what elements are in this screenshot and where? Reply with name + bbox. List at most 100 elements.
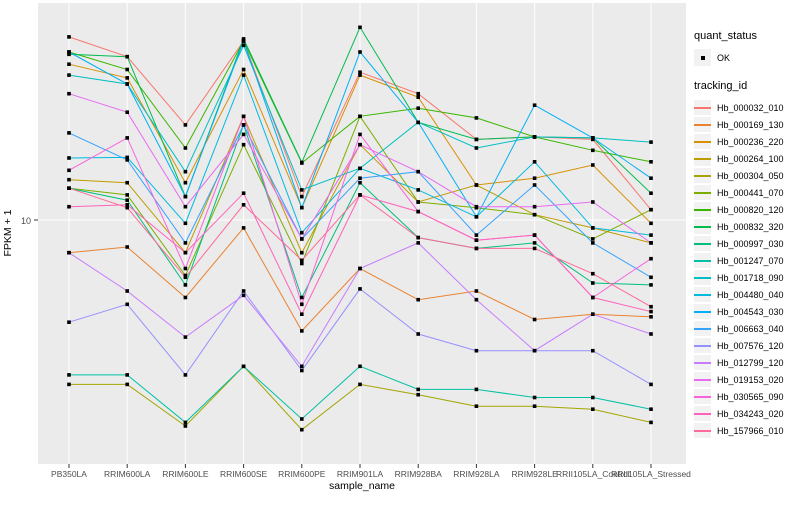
legend-key-box [694,338,711,353]
data-point-Hb_019153_020 [416,169,420,174]
data-point-Hb_000997_030 [532,241,537,245]
data-point-Hb_157966_010 [649,304,653,309]
x-tick-label: RRIM600LA [104,469,151,479]
legend-item-label: Hb_000264_100 [717,153,784,164]
data-point-Hb_007576_120 [241,289,246,293]
data-point-Hb_000169_130 [532,317,537,322]
legend-key-box [694,168,711,183]
data-point-Hb_001247_070 [591,395,595,400]
data-point-Hb_000441_070 [649,207,653,212]
legend-key-box [694,372,711,387]
data-point-Hb_000820_120 [474,116,479,120]
data-point-Hb_019153_020 [649,241,653,245]
data-point-Hb_004480_040 [183,221,188,226]
y-axis-title: FPKM + 1 [2,209,14,256]
legend-item-Hb_000236_220: Hb_000236_220 [694,133,798,150]
legend-key-line-icon [694,174,711,177]
data-point-Hb_012799_120 [183,335,188,339]
x-tick-label: RRIM600PE [278,469,326,479]
legend-key-line-icon [694,361,711,364]
data-point-Hb_000264_100 [474,183,479,187]
data-point-Hb_012799_120 [591,312,595,316]
data-point-Hb_006663_040 [67,131,71,135]
data-point-Hb_000304_050 [591,407,595,411]
data-point-Hb_007576_120 [416,332,420,336]
legend-item-label: Hb_006663_040 [717,323,784,334]
x-tick-label: RRII105LA_Stressed [611,469,691,479]
data-point-Hb_000820_120 [591,148,595,153]
legend-key-line-icon [694,276,711,279]
x-tick-label: RRIM600SE [220,469,268,479]
legend-item-label: Hb_034243_020 [717,408,784,419]
data-point-Hb_034243_020 [591,295,595,300]
data-point-Hb_001247_070 [358,364,362,369]
legend-item-Hb_000832_320: Hb_000832_320 [694,218,798,235]
data-point-Hb_001718_090 [183,169,188,174]
legend-item-label: Hb_001718_090 [717,272,784,283]
data-point-Hb_034243_020 [532,233,537,237]
legend: quant_status OK tracking_id Hb_000032_01… [694,30,798,439]
data-point-Hb_000832_320 [241,37,246,41]
data-point-Hb_019153_020 [183,204,188,209]
data-point-Hb_006663_040 [474,233,479,237]
data-point-Hb_004543_030 [300,205,304,210]
data-point-Hb_000032_010 [358,70,362,74]
legend-item-label: Hb_007576_120 [717,340,784,351]
data-point-Hb_001247_070 [649,407,653,411]
data-point-Hb_004480_040 [591,226,595,230]
data-point-Hb_000441_070 [416,200,420,204]
legend-item-label: Hb_030565_090 [717,391,784,402]
data-point-Hb_000304_050 [300,427,304,432]
legend-key-box [694,270,711,285]
data-point-Hb_000236_220 [532,176,537,180]
data-point-Hb_004543_030 [358,50,362,54]
legend-item-Hb_000169_130: Hb_000169_130 [694,116,798,133]
legend-key-box [694,202,711,217]
legend-key-line-icon [694,208,711,211]
legend-item-label: Hb_000997_030 [717,238,784,249]
data-point-Hb_000820_120 [358,114,362,119]
data-point-Hb_000304_050 [67,382,71,387]
data-point-Hb_004543_030 [125,82,129,86]
legend-item-label: Hb_000441_070 [717,187,784,198]
data-point-Hb_012799_120 [241,293,246,298]
data-point-Hb_000832_320 [649,191,653,195]
legend-key-line-icon [694,412,711,415]
legend-key-line-icon [694,242,711,245]
data-point-Hb_000236_220 [241,67,246,72]
legend-item-label: Hb_000820_120 [717,204,784,215]
data-point-Hb_000264_100 [125,180,129,185]
data-point-Hb_001247_070 [67,373,71,377]
data-point-Hb_004480_040 [358,166,362,171]
data-point-Hb_034243_020 [67,204,71,209]
legend-item-label: Hb_001247_070 [717,255,784,266]
data-point-Hb_000820_120 [125,67,129,72]
legend-item-Hb_000441_070: Hb_000441_070 [694,184,798,201]
data-point-Hb_000997_030 [358,180,362,185]
data-point-Hb_006663_040 [241,123,246,127]
legend-key-box [694,406,711,421]
legend-key-line-icon [694,293,711,296]
data-point-Hb_006663_040 [125,158,129,162]
data-point-Hb_034243_020 [241,191,246,195]
data-point-Hb_000441_070 [591,237,595,241]
legend-item-Hb_007576_120: Hb_007576_120 [694,337,798,354]
legend-item-label: Hb_000236_220 [717,136,784,147]
data-point-Hb_030565_090 [67,168,71,173]
x-tick-label: PB350LA [51,469,87,479]
data-point-Hb_000032_010 [183,123,188,127]
data-point-Hb_157966_010 [125,205,129,210]
legend-key-box [694,321,711,336]
data-point-Hb_157966_010 [358,193,362,197]
legend-key-box [694,134,711,149]
legend-key-line-icon [694,327,711,330]
legend-key-box [694,253,711,268]
legend-item-Hb_001247_070: Hb_001247_070 [694,252,798,269]
data-point-Hb_000304_050 [358,382,362,387]
data-point-Hb_004480_040 [67,156,71,160]
data-point-Hb_000169_130 [416,297,420,302]
data-point-Hb_000169_130 [474,289,479,293]
data-point-Hb_000169_130 [125,245,129,249]
legend-key-box [694,355,711,370]
